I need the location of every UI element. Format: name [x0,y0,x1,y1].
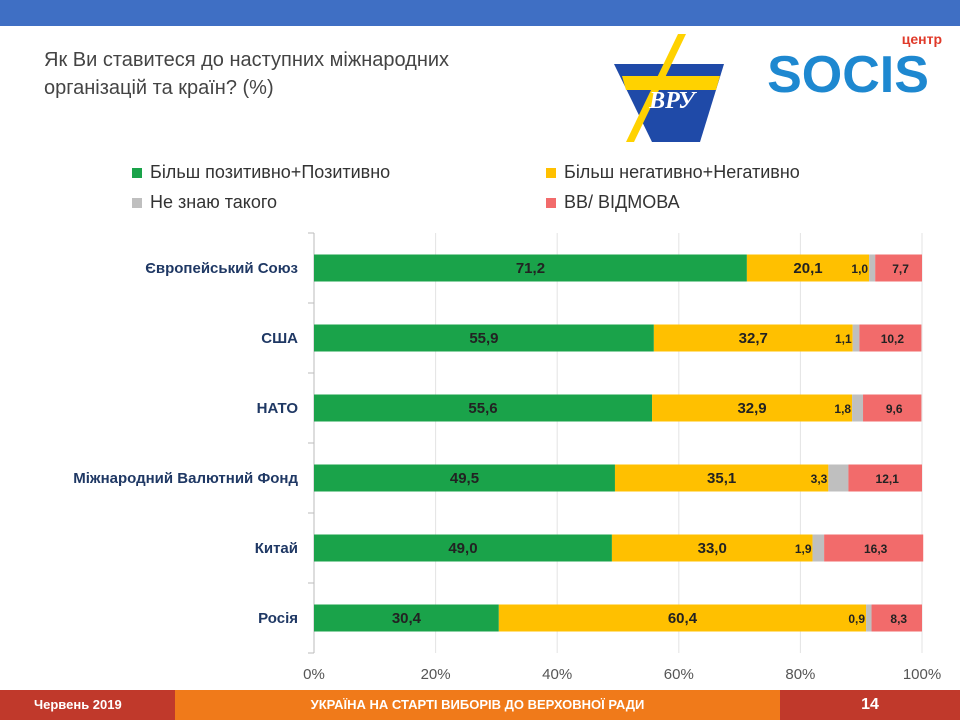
data-label: 55,9 [469,330,498,347]
data-label: 60,4 [668,610,698,627]
bar-segment [852,324,860,352]
bar-segment [653,324,853,352]
category-label: Росія [258,610,298,627]
bar-segment [869,254,876,282]
bar-segment [746,254,870,282]
category-label: Європейський Союз [145,260,298,277]
data-label: 16,3 [864,542,888,556]
data-label: 12,1 [876,472,900,486]
data-label: 7,7 [892,262,909,276]
category-label: Китай [255,540,298,557]
footer-date: Червень 2019 [0,690,175,720]
data-label: 8,3 [890,612,907,626]
data-label: 3,3 [811,472,828,486]
data-label: 55,6 [468,400,497,417]
bar-segment [614,464,829,492]
vru-logo: ВРУ [614,34,724,142]
footer-title: УКРАЇНА НА СТАРТІ ВИБОРІВ ДО ВЕРХОВНОЇ Р… [175,690,780,720]
bar-segment [812,534,825,562]
vru-logo-text: ВРУ [648,88,697,114]
bar-segment [824,534,924,562]
data-label: 9,6 [886,402,903,416]
bar-segment [314,534,612,562]
bar-segment [875,254,922,282]
bar-segment [314,254,747,282]
data-label: 20,1 [793,260,822,277]
x-tick-label: 100% [903,666,941,683]
socis-logo-small: центр [902,31,942,47]
category-label: НАТО [257,400,299,417]
bar-segment [314,324,654,352]
bar-segment [314,464,615,492]
page-title: Як Ви ставитеся до наступних міжнародних… [44,46,564,102]
socis-logo: центр SOCIS [767,31,942,104]
vru-logo-stripe [622,76,720,90]
data-label: 1,1 [835,332,852,346]
data-label: 1,0 [851,262,868,276]
category-label: Міжнародний Валютний Фонд [73,470,298,487]
bar-segment [314,604,499,632]
stacked-bar-chart: 0% 20% 40% 60% 80% 100% Європейський Союз 71,2 2… [73,232,941,683]
title-line-2: організацій та країн? (%) [44,77,274,99]
bar-segment [871,604,922,632]
bar-segment [866,604,872,632]
bar-segment [652,394,853,422]
data-label: 0,9 [848,612,865,626]
bar-segment [828,464,849,492]
data-label: 32,9 [737,400,766,417]
bar-segment [852,394,864,422]
bar-segment [498,604,867,632]
data-label: 1,9 [795,542,812,556]
data-label: 10,2 [881,332,905,346]
data-label: 35,1 [707,470,736,487]
bar-segment [859,324,922,352]
bar-segment [611,534,813,562]
x-tick-label: 40% [542,666,572,683]
data-label: 49,0 [448,540,477,557]
socis-logo-main: SOCIS [767,46,929,104]
x-tick-label: 20% [421,666,451,683]
x-tick-label: 80% [785,666,815,683]
data-label: 30,4 [392,610,422,627]
title-line-1: Як Ви ставитеся до наступних міжнародних [44,49,450,71]
top-bar [0,0,960,26]
bar-segment [314,394,653,422]
bar-segment [863,394,922,422]
bar-segment [848,464,922,492]
page-number: 14 [780,690,960,720]
footer: Червень 2019 УКРАЇНА НА СТАРТІ ВИБОРІВ Д… [0,690,960,720]
data-label: 71,2 [516,260,545,277]
category-label: США [261,330,298,347]
data-label: 32,7 [739,330,768,347]
data-label: 33,0 [698,540,727,557]
x-tick-label: 0% [303,666,325,683]
vru-logo-sword [626,34,686,142]
x-tick-label: 60% [664,666,694,683]
data-label: 1,8 [834,402,851,416]
data-label: 49,5 [450,470,479,487]
